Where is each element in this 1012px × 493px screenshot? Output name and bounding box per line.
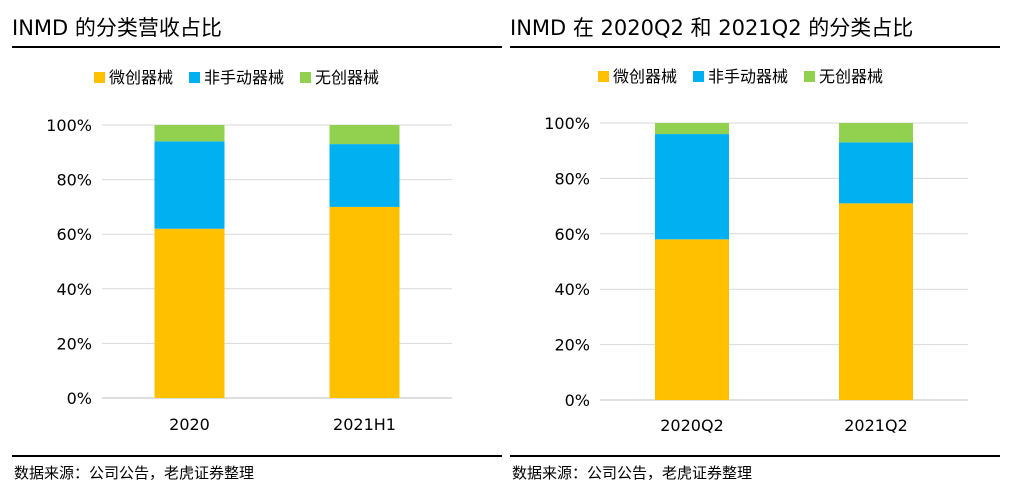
y-tick-label: 0%	[67, 389, 92, 408]
legend-swatch	[804, 71, 815, 82]
bar-segment	[655, 134, 729, 240]
bar-segment	[839, 142, 913, 204]
title-rule	[12, 46, 502, 48]
x-tick-label: 2020Q2	[660, 416, 724, 435]
y-tick-label: 100%	[544, 114, 590, 133]
legend-label: 非手动器械	[204, 68, 284, 87]
bar-segment	[329, 206, 400, 398]
bar-segment	[655, 239, 729, 400]
legend-swatch	[693, 71, 704, 82]
y-tick-label: 80%	[56, 171, 92, 190]
chart-title: INMD 的分类营收占比	[12, 16, 222, 40]
y-tick-label: 60%	[56, 225, 92, 244]
legend-label: 非手动器械	[708, 67, 788, 86]
stacked-bar-chart: 0% 20% 40% 60% 80% 100% 2020Q2 2021Q2 微创器械 非手动器械 无…	[544, 67, 968, 435]
x-tick-label: 2020	[169, 415, 210, 434]
bar-segment	[154, 141, 225, 229]
y-tick-label: 80%	[554, 169, 590, 188]
chart-title: INMD 在 2020Q2 和 2021Q2 的分类占比	[510, 16, 914, 40]
legend-label: 微创器械	[109, 68, 173, 87]
legend-swatch	[300, 72, 311, 83]
title-rule	[510, 46, 1000, 48]
right-chart-panel: INMD 在 2020Q2 和 2021Q2 的分类占比 0% 20% 40% 60%…	[510, 0, 1000, 493]
source-note: 数据来源：公司公告，老虎证券整理	[14, 464, 255, 482]
legend-swatch	[189, 72, 200, 83]
x-tick-label: 2021Q2	[844, 416, 908, 435]
bar-segment	[839, 123, 913, 143]
y-tick-label: 0%	[565, 391, 590, 410]
source-rule	[510, 455, 1000, 457]
legend-label: 无创器械	[819, 67, 883, 86]
bar-segment	[839, 203, 913, 400]
left-chart-panel: INMD 的分类营收占比 0% 20% 40% 60% 80% 100% 2020 2021H…	[12, 0, 502, 493]
bar-segment	[154, 125, 225, 142]
source-rule	[12, 455, 502, 457]
stacked-bar-chart: 0% 20% 40% 60% 80% 100% 2020 2021H1 微创器械 非手动器械 无创器…	[46, 68, 452, 434]
y-tick-label: 60%	[554, 225, 590, 244]
bar-segment	[655, 123, 729, 135]
bar-segment	[329, 125, 400, 145]
x-tick-label: 2021H1	[333, 415, 396, 434]
y-tick-label: 40%	[56, 280, 92, 299]
legend-swatch	[94, 72, 105, 83]
bar-segment	[154, 228, 225, 398]
y-tick-label: 20%	[56, 334, 92, 353]
bar-segment	[329, 144, 400, 207]
legend-label: 无创器械	[315, 68, 379, 87]
legend-swatch	[598, 71, 609, 82]
y-tick-label: 20%	[554, 336, 590, 355]
y-tick-label: 100%	[46, 116, 92, 135]
y-tick-label: 40%	[554, 280, 590, 299]
legend-label: 微创器械	[613, 67, 677, 86]
source-note: 数据来源：公司公告，老虎证券整理	[512, 464, 753, 482]
